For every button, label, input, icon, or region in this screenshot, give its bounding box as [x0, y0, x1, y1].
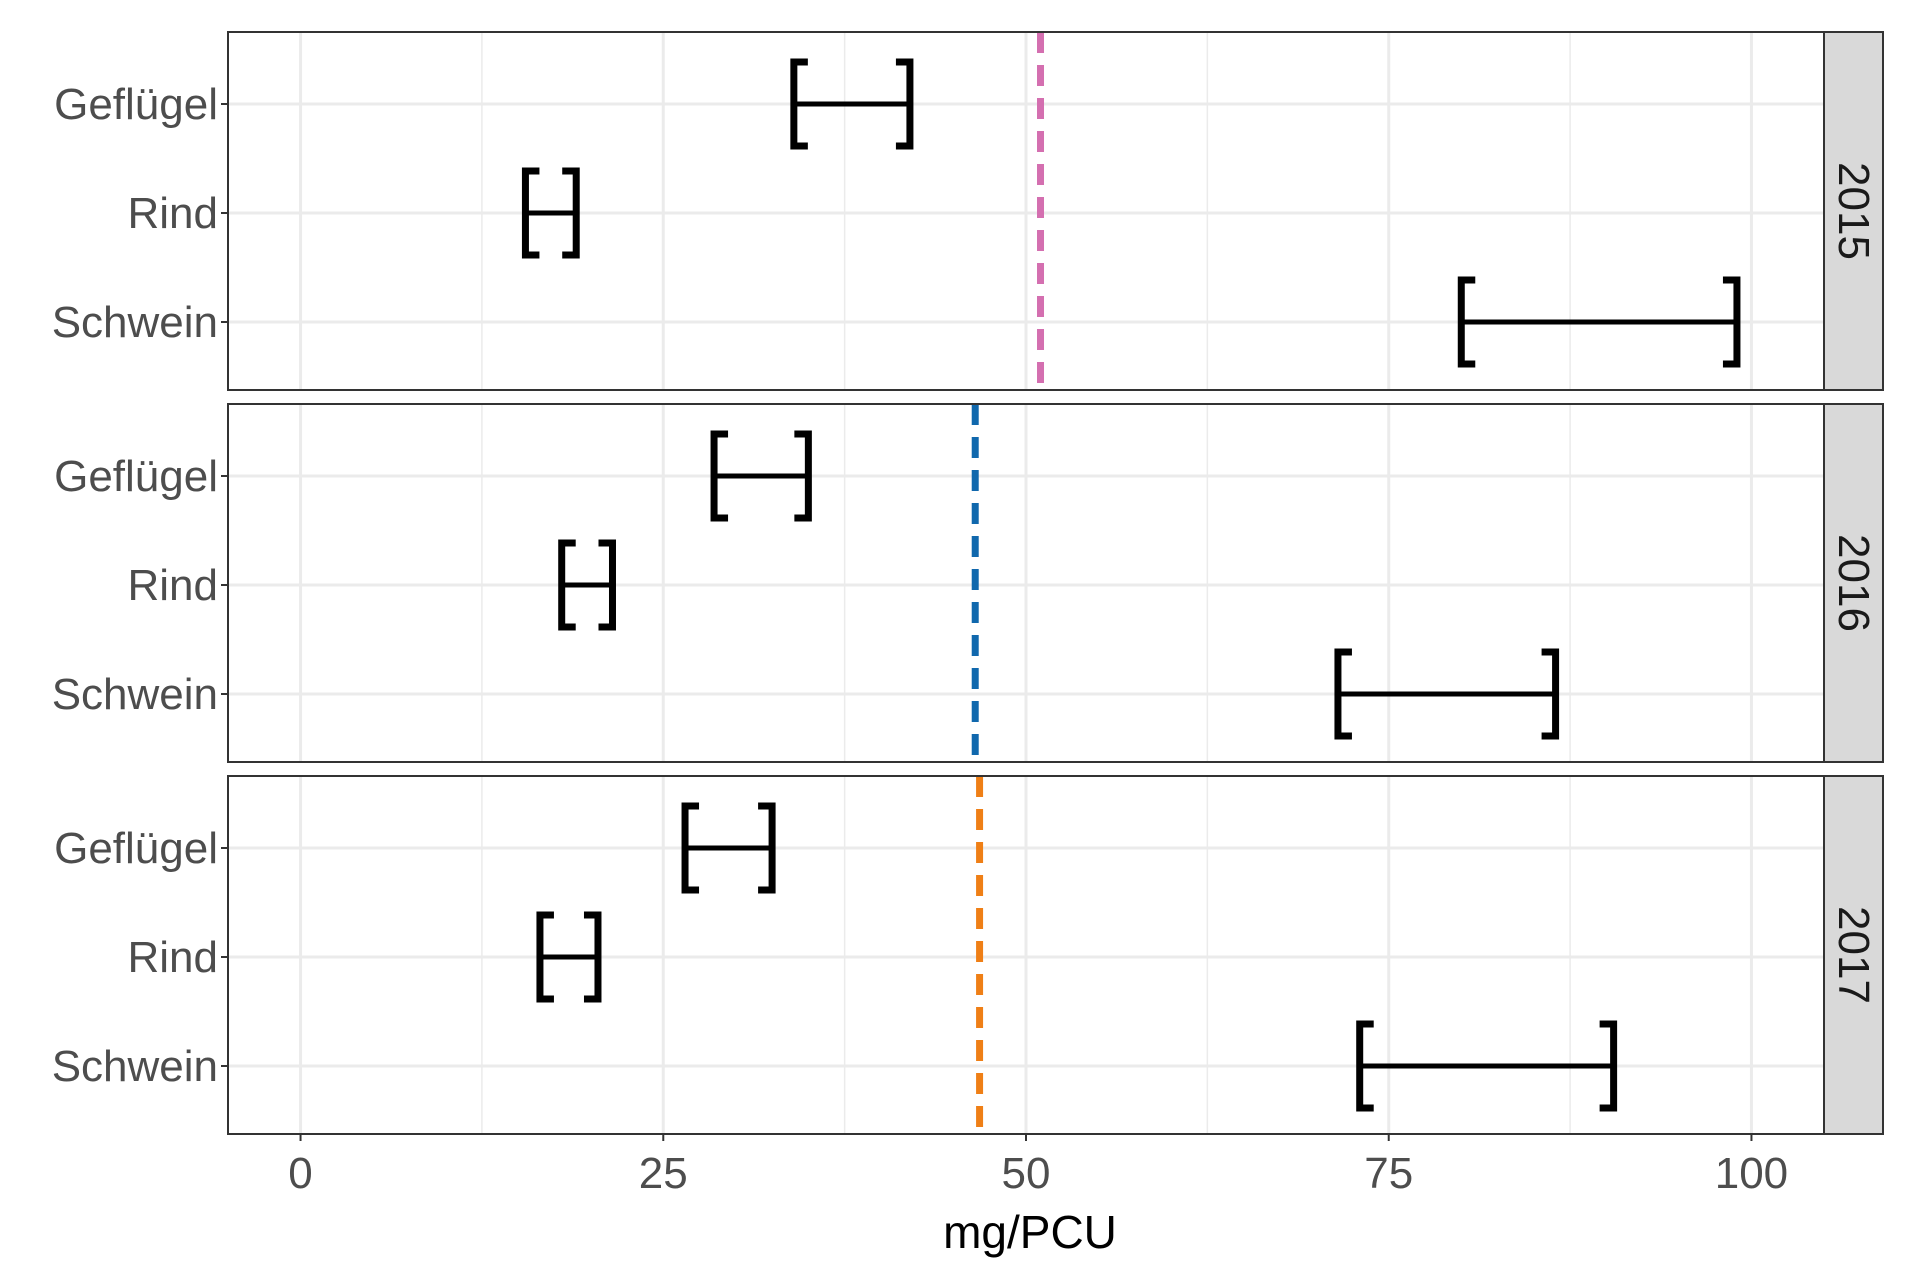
- facet-panel-2015: Geflügel Rind Schwein 2015: [52, 31, 1884, 391]
- facet-strip-label: 2016: [1829, 534, 1878, 632]
- interval-Rind: [521, 167, 580, 259]
- interval-low-bracket: [790, 58, 808, 150]
- facet-panel-2017: Geflügel Rind Schwein 2017: [52, 775, 1884, 1135]
- facet-panel-2016: Geflügel Rind Schwein 2016: [52, 403, 1884, 763]
- y-tick-label: Geflügel: [54, 80, 218, 129]
- panels-layer: Geflügel Rind Schwein 2015 Geflügel Rind Schwe…: [52, 31, 1884, 1135]
- interval-low-bracket: [681, 802, 700, 894]
- interval-high-bracket: [1541, 648, 1560, 740]
- x-tick-label: 100: [1715, 1149, 1788, 1198]
- interval-low-bracket: [536, 911, 554, 1003]
- interval-low-bracket: [1356, 1020, 1374, 1112]
- y-tick-label: Geflügel: [54, 824, 218, 873]
- x-tick-label: 25: [639, 1149, 688, 1198]
- y-tick-label: Rind: [128, 189, 219, 238]
- interval-Rind: [536, 911, 602, 1003]
- y-tick-label: Schwein: [52, 670, 218, 719]
- interval-low-bracket: [521, 167, 540, 259]
- y-tick-label: Geflügel: [54, 452, 218, 501]
- y-tick-label: Rind: [128, 933, 219, 982]
- x-tick-label: 75: [1364, 1149, 1413, 1198]
- facet-strip: [1823, 403, 1884, 763]
- interval-Geflügel: [790, 58, 914, 150]
- interval-low-bracket: [1334, 648, 1352, 740]
- interval-low-bracket: [1457, 276, 1476, 368]
- y-tick-label: Schwein: [52, 1042, 218, 1091]
- interval-Schwein: [1457, 276, 1741, 368]
- facet-strip-label: 2017: [1829, 906, 1878, 1004]
- facet-strip-label: 2015: [1829, 162, 1878, 260]
- interval-high-bracket: [583, 911, 602, 1003]
- interval-Rind: [558, 539, 616, 631]
- facet-strip: [1823, 31, 1884, 391]
- interval-high-bracket: [794, 430, 812, 522]
- interval-high-bracket: [895, 58, 914, 150]
- interval-low-bracket: [558, 539, 576, 631]
- interval-high-bracket: [562, 167, 580, 259]
- y-tick-label: Schwein: [52, 298, 218, 347]
- interval-Geflügel: [710, 430, 812, 522]
- interval-high-bracket: [1599, 1020, 1618, 1112]
- interval-Schwein: [1334, 648, 1560, 740]
- x-tick-label: 0: [288, 1149, 312, 1198]
- interval-high-bracket: [1722, 276, 1741, 368]
- x-axis: 0 25 50 75 100: [288, 1134, 1788, 1198]
- y-tick-label: Rind: [128, 561, 219, 610]
- x-axis-title: mg/PCU: [943, 1206, 1117, 1258]
- x-tick-label: 50: [1002, 1149, 1051, 1198]
- interval-high-bracket: [758, 802, 776, 894]
- interval-low-bracket: [710, 430, 729, 522]
- interval-Schwein: [1356, 1020, 1618, 1112]
- interval-high-bracket: [598, 539, 616, 631]
- facet-strip: [1823, 775, 1884, 1135]
- interval-Geflügel: [681, 802, 776, 894]
